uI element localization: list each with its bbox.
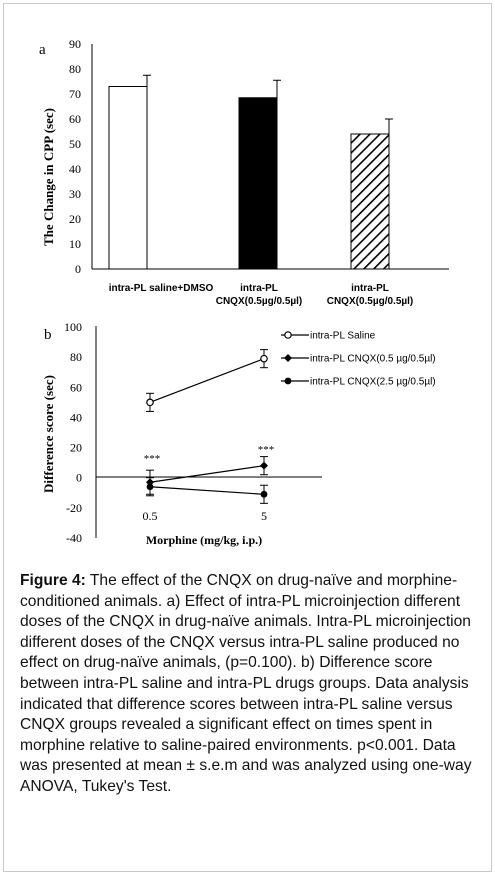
legend-label: intra-PL CNQX(0.5 µg/0.5µl)	[310, 354, 436, 365]
chart-b-y-tick-label: -40	[66, 531, 82, 545]
legend-label: intra-PL Saline	[310, 331, 376, 342]
chart-a-y-tick-label: 50	[69, 137, 81, 151]
chart-a-category-label: CNQX(0.5µg/0.5µl)	[327, 296, 414, 307]
chart-a-y-tick-label: 60	[69, 112, 81, 126]
figure-caption-label: Figure 4:	[20, 572, 86, 589]
chart-b-significance-label: ***	[258, 444, 275, 456]
chart-b-y-tick-label: -20	[66, 501, 82, 515]
chart-b-point	[146, 483, 154, 491]
figure-caption: Figure 4: The effect of the CNQX on drug…	[20, 571, 484, 798]
chart-b-y-ticks: -40 -20 0 20 40 60 80 100	[64, 320, 82, 545]
chart-a-y-tick-label: 0	[75, 262, 81, 276]
chart-a-y-ticks: 0 10 20 30 40 50 60 70 80 90	[69, 37, 81, 276]
chart-b: b Difference score (sec) -40 -20 0 20 40 60 80…	[41, 320, 436, 547]
chart-b-x-axis-label: Morphine (mg/kg, i.p.)	[146, 533, 262, 547]
chart-b-series: *** ***	[144, 349, 275, 504]
chart-b-x-tick-label: 5	[261, 509, 267, 523]
chart-b-series-line	[149, 358, 265, 403]
chart-a-bars	[108, 74, 393, 270]
chart-a-category-label: intra-PL	[351, 283, 389, 294]
chart-b-y-tick-label: 100	[64, 320, 82, 334]
chart-b-legend: intra-PL Saline intra-PL CNQX(0.5 µg/0.5µ…	[281, 331, 436, 388]
chart-a-y-axis-label: The Change in CPP (sec)	[41, 108, 56, 246]
chart-b-point	[146, 398, 154, 407]
panel-b-letter: b	[44, 327, 52, 343]
chart-a: a The Change in CPP (sec) 0 10 20 30 40 50 60 7…	[39, 37, 449, 307]
legend-label: intra-PL CNQX(2.5 µg/0.5µl)	[310, 377, 436, 388]
panel-a-letter: a	[39, 42, 46, 58]
chart-a-y-tick-label: 20	[69, 212, 81, 226]
chart-b-series-line	[149, 465, 265, 483]
chart-a-bar	[238, 97, 278, 270]
chart-a-bar	[108, 86, 148, 270]
chart-a-category-label: intra-PL saline+DMSO	[109, 283, 214, 294]
chart-b-y-tick-label: 80	[70, 350, 82, 364]
chart-a-category-labels: intra-PL saline+DMSO intra-PL CNQX(0.5µg/0…	[109, 283, 414, 307]
legend-marker	[284, 354, 292, 362]
chart-b-point	[260, 490, 268, 498]
chart-b-significance-label: ***	[144, 453, 161, 465]
chart-b-y-tick-label: 0	[76, 471, 82, 485]
chart-a-category-label: CNQX(0.5µg/0.5µl)	[216, 296, 303, 307]
chart-b-y-tick-label: 40	[70, 410, 82, 424]
chart-b-point	[260, 461, 268, 470]
chart-a-y-tick-label: 30	[69, 187, 81, 201]
chart-a-y-tick-label: 90	[69, 37, 81, 51]
chart-b-y-axis-label: Difference score (sec)	[41, 375, 56, 493]
figure-charts: a The Change in CPP (sec) 01020304050607…	[39, 37, 449, 547]
chart-a-y-tick-label: 70	[69, 87, 81, 101]
legend-marker	[284, 377, 292, 385]
chart-b-x-tick-label: 0.5	[143, 509, 158, 523]
chart-b-y-tick-label: 20	[70, 441, 82, 455]
chart-a-bar	[350, 133, 390, 270]
chart-b-y-tick-label: 60	[70, 380, 82, 394]
figure-caption-text: The effect of the CNQX on drug-naïve and…	[20, 572, 472, 795]
chart-a-y-tick-label: 40	[69, 162, 81, 176]
chart-a-category-label: intra-PL	[240, 283, 278, 294]
chart-b-point	[260, 354, 268, 363]
chart-a-y-tick-label: 10	[69, 237, 81, 251]
chart-b-x-ticks: 0.5 5	[143, 509, 268, 523]
chart-a-y-tick-label: 80	[69, 62, 81, 76]
figure-frame: a The Change in CPP (sec) 0 10 20 30 40 50 60 7…	[3, 3, 492, 872]
legend-marker	[284, 331, 292, 339]
chart-b-series-line	[149, 486, 265, 495]
